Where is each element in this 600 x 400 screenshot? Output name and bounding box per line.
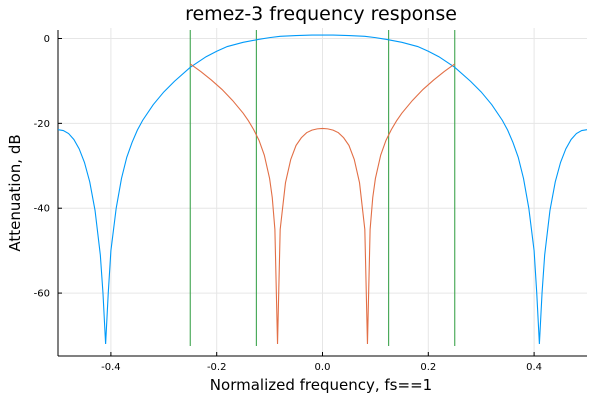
y-tick-label: -60 [34,289,50,300]
y-tick-label: -40 [34,204,50,215]
y-tick-label: 0 [44,34,50,45]
x-tick-label: -0.2 [207,362,227,373]
x-axis-ticks: -0.4 -0.2 0.0 0.2 0.4 [101,352,542,373]
chart-title: remez-3 frequency response [185,3,457,25]
grid-lines [58,28,587,356]
band-edge-markers [189,30,456,346]
y-tick-label: -20 [34,119,50,130]
x-tick-label: 0.0 [315,362,331,373]
y-axis-ticks: 0 -20 -40 -60 [34,34,62,300]
response-series [57,34,588,345]
response-line-red [189,63,456,345]
x-tick-label: 0.2 [420,362,436,373]
x-tick-label: 0.4 [526,362,542,373]
x-tick-label: -0.4 [101,362,121,373]
x-axis-label: Normalized frequency, fs==1 [210,376,432,394]
y-axis-label: Attenuation, dB [6,134,24,251]
response-line-blue [57,34,588,345]
